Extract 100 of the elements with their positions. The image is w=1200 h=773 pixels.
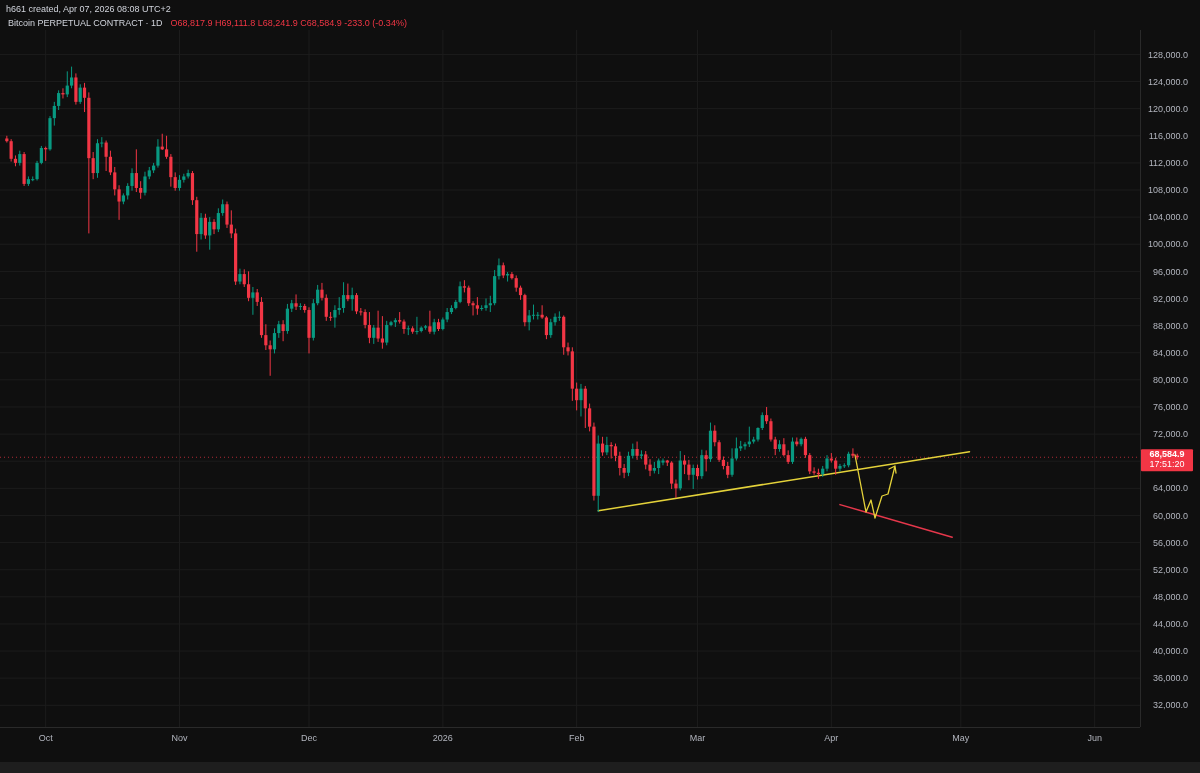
candlestick	[346, 283, 350, 302]
candlestick	[333, 304, 337, 329]
candlestick	[316, 284, 320, 306]
candlestick	[467, 285, 471, 307]
candlestick	[402, 319, 406, 335]
candlestick	[730, 447, 734, 478]
candlestick	[82, 82, 87, 113]
candlestick	[61, 87, 65, 99]
candlestick	[294, 293, 298, 311]
candlestick	[480, 304, 484, 312]
candlestick	[324, 293, 328, 322]
candlestick	[208, 216, 212, 251]
y-tick-label: 84,000.0	[1152, 347, 1188, 358]
x-tick-label: May	[952, 733, 970, 743]
candlestick	[531, 304, 536, 321]
candlestick	[130, 167, 134, 192]
candlestick	[583, 385, 587, 429]
x-tick-label: Dec	[301, 733, 318, 743]
candlestick	[268, 340, 272, 377]
chart-title: Bitcoin PERPETUAL CONTRACT · 1D	[8, 18, 164, 28]
ref-line-label: 68,584.9	[1149, 449, 1185, 460]
candlestick	[838, 463, 842, 472]
candlestick	[790, 436, 795, 465]
candlestick	[553, 312, 557, 327]
candlestick	[670, 460, 674, 490]
candlestick	[108, 150, 113, 176]
candlestick	[225, 201, 229, 229]
candlestick	[272, 327, 277, 354]
x-tick-label: Oct	[38, 733, 54, 743]
candlestick	[91, 151, 95, 180]
y-tick-label: 52,000.0	[1152, 564, 1188, 575]
y-tick-label: 96,000.0	[1152, 266, 1188, 277]
candlestick	[143, 171, 147, 196]
candlestick	[173, 171, 177, 192]
candlestick	[497, 257, 501, 281]
x-tick-label: 2026	[432, 733, 453, 743]
candlestick	[484, 297, 488, 312]
chart-subtitle: O68,817.9 H69,111.8 L68,241.9 C68,584.9 -233.0 (-0.34%)	[170, 18, 407, 28]
candlestick	[156, 138, 160, 169]
candlestick	[372, 324, 376, 345]
candlestick	[385, 320, 389, 346]
candlestick	[117, 184, 121, 221]
y-tick-label: 128,000.0	[1147, 49, 1188, 60]
candlestick	[354, 292, 359, 315]
candlestick	[104, 140, 108, 172]
candlestick	[648, 458, 652, 477]
candlestick	[320, 282, 324, 302]
candlestick	[549, 318, 553, 339]
candlestick	[557, 310, 561, 322]
x-tick-label: Nov	[171, 733, 188, 743]
candlestick	[700, 449, 704, 480]
y-tick-label: 64,000.0	[1152, 483, 1188, 494]
candlestick	[350, 287, 354, 312]
candlestick	[380, 315, 384, 350]
y-tick-label: 40,000.0	[1152, 646, 1188, 657]
x-tick-label: Feb	[568, 733, 585, 743]
candlestick	[626, 451, 631, 477]
y-tick-label: 72,000.0	[1152, 429, 1188, 440]
candlestick	[769, 418, 773, 443]
y-tick-label: 108,000.0	[1147, 185, 1188, 196]
candlestick	[851, 447, 855, 459]
y-tick-label: 36,000.0	[1152, 673, 1188, 684]
y-tick-label: 92,000.0	[1152, 293, 1188, 304]
candlestick	[536, 311, 540, 321]
y-tick-label: 112,000.0	[1148, 158, 1188, 169]
candlestick	[69, 66, 74, 89]
x-tick-label: Apr	[824, 733, 839, 743]
y-tick-label: 60,000.0	[1152, 510, 1188, 521]
candlestick	[216, 207, 220, 233]
candlestick	[199, 212, 203, 241]
y-tick-label: 48,000.0	[1152, 591, 1188, 602]
y-tick-label: 120,000.0	[1147, 103, 1188, 114]
candlestick	[246, 270, 251, 302]
text: 17:51:20	[1149, 459, 1185, 470]
candlestick	[169, 153, 173, 188]
text: h661 created, Apr 07, 2026 08:08 UTC+2	[6, 4, 171, 14]
candlestick	[661, 458, 665, 466]
candlestick	[264, 323, 268, 351]
x-tick-label: Jun	[1087, 733, 1102, 743]
y-tick-label: 124,000.0	[1147, 76, 1188, 87]
y-tick-label: 56,000.0	[1152, 537, 1188, 548]
candlestick	[579, 383, 583, 417]
y-tick-label: 76,000.0	[1152, 402, 1188, 413]
y-tick-label: 44,000.0	[1152, 619, 1188, 630]
candlestick	[212, 218, 216, 235]
candlestick	[134, 148, 138, 193]
candlestick	[622, 463, 626, 479]
candlestick	[341, 281, 346, 314]
x-tick-label: Mar	[689, 733, 706, 743]
y-tick-label: 104,000.0	[1147, 212, 1188, 223]
candlestick	[682, 454, 687, 475]
candlestick	[812, 466, 816, 476]
candlestick	[458, 281, 462, 304]
candlestick	[78, 83, 82, 105]
candlestick	[363, 308, 367, 329]
candlestick	[687, 459, 691, 481]
candlestick	[35, 160, 39, 182]
candlestick	[773, 436, 777, 456]
candlestick	[39, 145, 43, 165]
candlestick	[674, 479, 678, 499]
